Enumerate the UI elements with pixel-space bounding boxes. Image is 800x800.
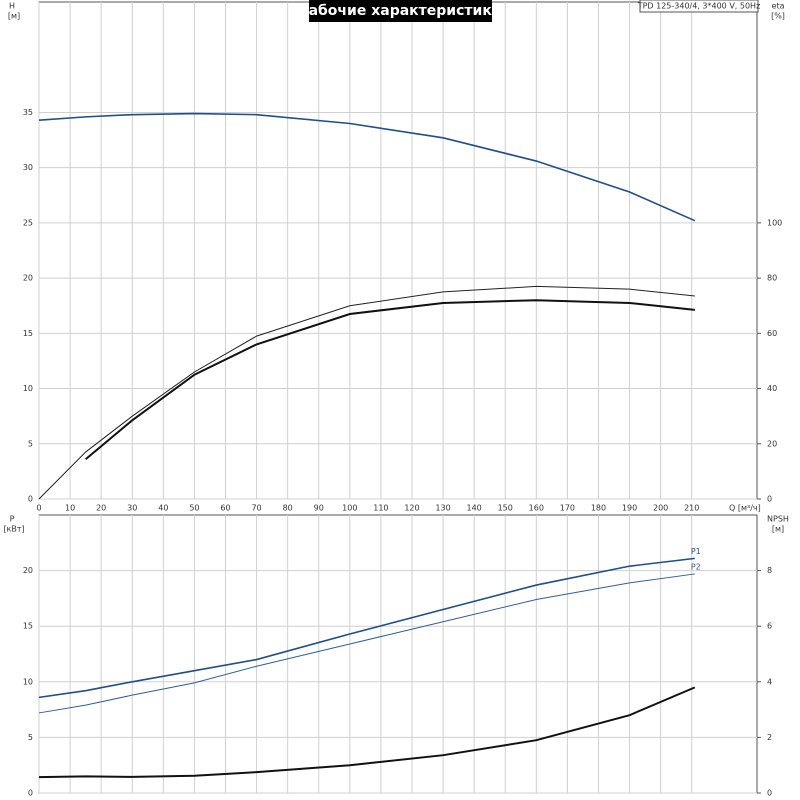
x-tick-label: 0 <box>36 504 41 513</box>
x-tick-label: 170 <box>560 504 575 513</box>
x-tick-label: 20 <box>96 504 106 513</box>
annotation: TPD 125-340/4, 3*400 V, 50Hz <box>637 2 761 11</box>
y-axis-unit: [кВт] <box>3 525 24 534</box>
y2-axis-unit: [%] <box>771 12 785 21</box>
x-tick-label: 180 <box>591 504 606 513</box>
x-tick-label: 60 <box>220 504 230 513</box>
series-label: P1 <box>691 547 701 556</box>
y-tick-label: 35 <box>23 108 33 117</box>
y2-tick-label: 0 <box>767 495 772 504</box>
x-tick-label: 90 <box>314 504 324 513</box>
y-tick-label: 10 <box>23 384 33 393</box>
y2-tick-label: 2 <box>767 733 772 742</box>
x-tick-label: 150 <box>498 504 513 513</box>
y2-tick-label: 40 <box>767 384 777 393</box>
y-axis-label: H <box>9 2 15 11</box>
y-tick-label: 30 <box>23 163 33 172</box>
y-axis-unit: [м] <box>8 12 20 21</box>
y-tick-label: 0 <box>28 495 33 504</box>
y-tick-label: 5 <box>28 733 33 742</box>
x-axis-label: Q [м³/ч] <box>729 504 761 513</box>
x-tick-label: 190 <box>622 504 637 513</box>
series-line <box>84 299 695 461</box>
y-tick-label: 25 <box>23 218 33 227</box>
series-line <box>38 112 696 222</box>
y-tick-label: 10 <box>23 677 33 686</box>
series-label: P2 <box>691 562 701 571</box>
plot-area <box>38 514 758 794</box>
y2-tick-label: 20 <box>767 439 777 448</box>
y-tick-label: 20 <box>23 566 33 575</box>
y-tick-label: 5 <box>28 439 33 448</box>
x-tick-label: 110 <box>373 504 388 513</box>
y-tick-label: 15 <box>23 622 33 631</box>
series-line <box>38 686 696 779</box>
y2-tick-label: 4 <box>767 677 772 686</box>
x-tick-label: 70 <box>251 504 261 513</box>
y2-axis-label: eta <box>772 2 785 11</box>
series-line <box>38 285 695 500</box>
x-tick-label: 130 <box>435 504 450 513</box>
x-tick-label: 80 <box>283 504 293 513</box>
y2-axis-label: NPSH <box>767 515 789 524</box>
x-tick-label: 160 <box>529 504 544 513</box>
y2-tick-label: 60 <box>767 329 777 338</box>
y-tick-label: 0 <box>28 789 33 798</box>
x-tick-label: 120 <box>404 504 419 513</box>
x-tick-label: 210 <box>684 504 699 513</box>
plot-area <box>38 1 758 500</box>
title-bg <box>309 0 492 22</box>
y2-tick-label: 100 <box>767 218 782 227</box>
x-tick-label: 30 <box>127 504 137 513</box>
x-tick-label: 140 <box>467 504 482 513</box>
y-tick-label: 20 <box>23 274 33 283</box>
x-tick-label: 40 <box>158 504 168 513</box>
chart-title: Рабочие характеристики <box>298 3 501 19</box>
annotation-box <box>639 0 759 13</box>
y-axis-label: P <box>10 515 15 524</box>
x-tick-label: 10 <box>65 504 75 513</box>
series-line <box>38 573 695 714</box>
y-tick-label: 15 <box>23 329 33 338</box>
x-tick-label: 50 <box>189 504 199 513</box>
series-line <box>38 557 695 699</box>
x-tick-label: 100 <box>342 504 357 513</box>
y2-tick-label: 80 <box>767 274 777 283</box>
y2-tick-label: 8 <box>767 566 772 575</box>
x-tick-label: 200 <box>653 504 668 513</box>
y2-tick-label: 0 <box>767 789 772 798</box>
y2-axis-unit: [м] <box>772 525 784 534</box>
y2-tick-label: 6 <box>767 622 772 631</box>
